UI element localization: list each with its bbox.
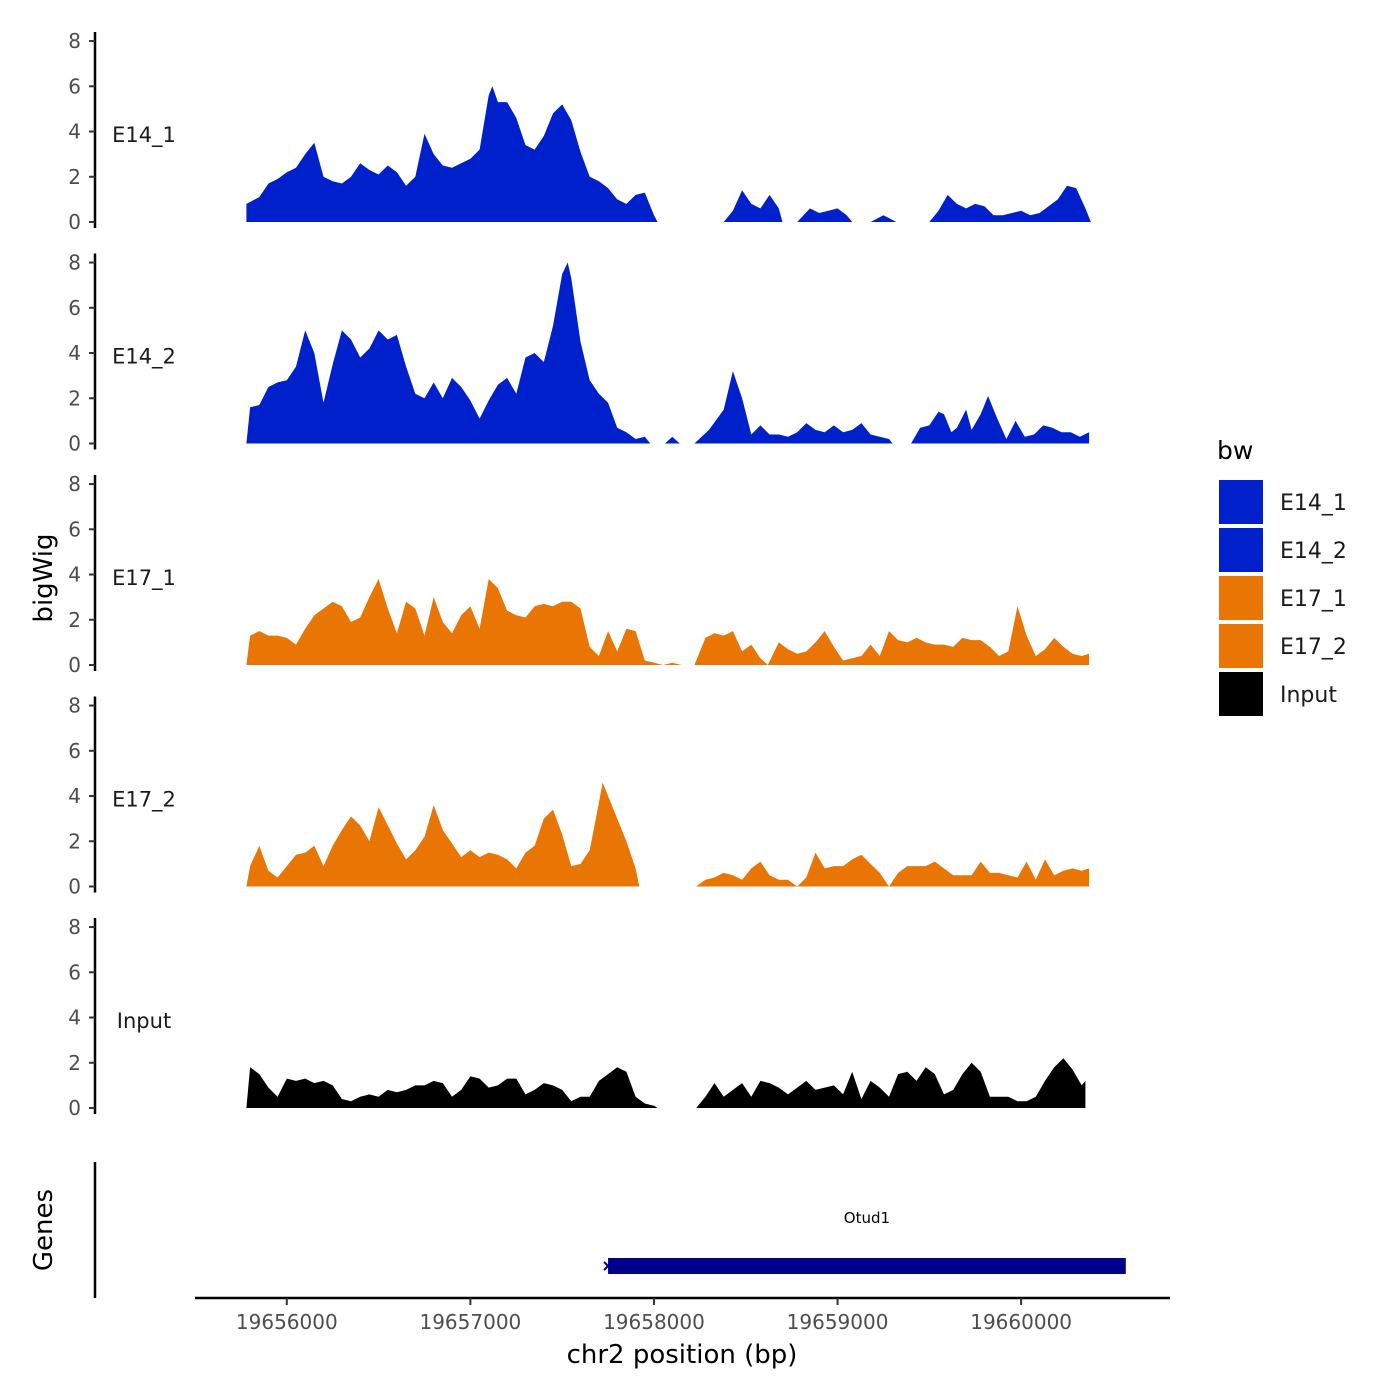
- y-axis-title: bigWig: [29, 533, 59, 622]
- coverage-area: [911, 396, 1090, 444]
- genes-panel: Genes Otud1: [29, 1162, 1126, 1298]
- coverage-area: [246, 782, 640, 887]
- legend-swatch: [1219, 480, 1263, 524]
- legend-label: E17_1: [1280, 587, 1347, 612]
- y-tick-label: 8: [68, 29, 81, 53]
- legend-swatch: [1219, 528, 1263, 572]
- coverage-area: [870, 215, 897, 222]
- y-tick-label: 0: [68, 1096, 81, 1120]
- track-e14-2: 0 2 4 6 8 E14_2: [68, 251, 1090, 456]
- track-label: E17_1: [112, 566, 176, 591]
- bigwig-tracks: 0 2 4 6 8 E14_1 0 2 4 6 8 E14_2 0 2 4 6 8 E17_1 0 2 4 6 8 E17_2…: [29, 29, 1091, 1120]
- legend-label: E17_2: [1280, 635, 1347, 660]
- gene-label: Otud1: [844, 1209, 890, 1227]
- y-tick-label: 4: [68, 341, 81, 365]
- coverage-area: [665, 436, 680, 444]
- track-e17-2: 0 2 4 6 8 E17_2: [68, 694, 1090, 899]
- coverage-area: [246, 262, 651, 444]
- track-label: E14_2: [112, 345, 176, 370]
- legend-label: E14_1: [1280, 491, 1347, 516]
- x-tick-label: 19658000: [603, 1310, 705, 1334]
- legend-swatch: [1219, 624, 1263, 668]
- y-tick-label: 0: [68, 875, 81, 899]
- y-tick-label: 6: [68, 74, 81, 98]
- coverage-area: [694, 371, 893, 444]
- track-label: E14_1: [112, 123, 176, 148]
- coverage-area: [723, 190, 783, 222]
- track-input: 0 2 4 6 8 Input: [68, 915, 1086, 1120]
- legend-label: Input: [1280, 683, 1337, 708]
- x-axis: 19656000 19657000 19658000 19659000 19660000…: [195, 1296, 1170, 1370]
- track-e14-1: 0 2 4 6 8 E14_1: [68, 29, 1091, 234]
- y-tick-label: 0: [68, 432, 81, 456]
- y-tick-label: 2: [68, 386, 81, 410]
- y-tick-label: 6: [68, 960, 81, 984]
- coverage-area: [696, 852, 1090, 887]
- track-label: E17_2: [112, 788, 176, 813]
- track-e17-1: 0 2 4 6 8 E17_1: [68, 472, 1090, 677]
- genes-axis-title: Genes: [29, 1189, 59, 1271]
- y-tick-label: 8: [68, 251, 81, 275]
- y-tick-label: 2: [68, 165, 81, 189]
- coverage-area: [696, 1058, 1086, 1108]
- coverage-area: [246, 1067, 658, 1108]
- y-tick-label: 4: [68, 563, 81, 587]
- x-tick-label: 19657000: [419, 1310, 521, 1334]
- gene-strand-marker: [603, 1261, 613, 1271]
- track-label: Input: [117, 1009, 171, 1033]
- legend-label: E14_2: [1280, 539, 1347, 564]
- y-tick-label: 4: [68, 1006, 81, 1030]
- y-tick-label: 6: [68, 296, 81, 320]
- y-tick-label: 8: [68, 694, 81, 718]
- y-tick-label: 0: [68, 653, 81, 677]
- y-tick-label: 6: [68, 739, 81, 763]
- x-tick-label: 19660000: [970, 1310, 1072, 1334]
- x-tick-label: 19659000: [787, 1310, 889, 1334]
- gene-body: [608, 1258, 1126, 1274]
- y-tick-label: 4: [68, 120, 81, 144]
- y-tick-label: 4: [68, 784, 81, 808]
- legend-swatch: [1219, 672, 1263, 716]
- x-tick-label: 19656000: [236, 1310, 338, 1334]
- legend-title: bw: [1217, 436, 1253, 465]
- coverage-area: [246, 86, 658, 222]
- y-tick-label: 8: [68, 472, 81, 496]
- legend: bw E14_1 E14_2 E17_1 E17_2 Input: [1217, 436, 1347, 716]
- y-tick-label: 6: [68, 517, 81, 541]
- y-tick-label: 2: [68, 608, 81, 632]
- y-tick-label: 2: [68, 1051, 81, 1075]
- coverage-area: [797, 208, 853, 222]
- y-tick-label: 2: [68, 829, 81, 853]
- y-tick-label: 0: [68, 210, 81, 234]
- y-tick-label: 8: [68, 915, 81, 939]
- x-axis-title: chr2 position (bp): [567, 1340, 798, 1370]
- legend-swatch: [1219, 576, 1263, 620]
- coverage-area: [246, 579, 682, 665]
- coverage-area: [929, 185, 1091, 222]
- coverage-area: [694, 606, 1090, 665]
